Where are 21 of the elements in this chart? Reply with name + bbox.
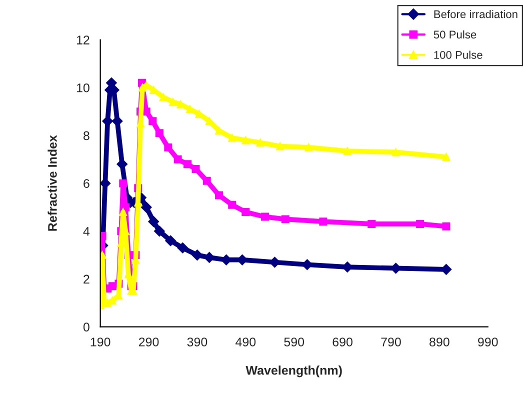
y-tick-label: 10 (76, 83, 90, 92)
y-tick-label: 4 (83, 227, 90, 236)
y-axis-title: Refractive Index (48, 135, 57, 231)
y-tick-label: 6 (84, 179, 90, 188)
x-tick-label: 890 (430, 338, 450, 346)
y-tick-label: 8 (83, 131, 90, 140)
x-tick-label: 190 (90, 338, 110, 346)
x-tick-label: 690 (332, 338, 352, 346)
y-tick-label: 12 (76, 36, 90, 44)
x-axis-title: Wavelength(nm) (246, 366, 342, 378)
x-tick-label: 990 (478, 338, 498, 346)
x-tick-label: 590 (284, 338, 304, 346)
x-tick-label: 390 (187, 338, 208, 346)
legend-label: Before irradiation (434, 10, 518, 18)
x-tick-label: 490 (236, 338, 256, 346)
legend-label: 50 Pulse (434, 30, 476, 39)
x-tick-label: 290 (138, 338, 159, 346)
legend-label: 100 Pulse (434, 50, 482, 59)
x-tick-label: 790 (381, 338, 401, 346)
y-tick-label: 0 (83, 322, 90, 332)
y-tick-label: 2 (84, 274, 90, 284)
